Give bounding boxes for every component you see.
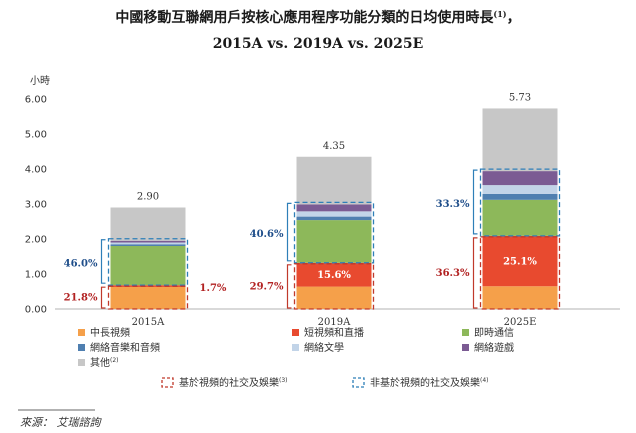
bar-segment — [296, 156, 372, 205]
y-tick-label: 2.00 — [25, 235, 47, 246]
legend-label-text: 即時通信 — [474, 327, 514, 339]
y-tick-label: 0.00 — [25, 305, 47, 316]
legend-label-text: 網絡文學 — [304, 341, 344, 354]
short-video-share-label: 1.7% — [200, 283, 227, 294]
y-axis-label: 小時 — [30, 75, 50, 87]
title-comma: ， — [507, 10, 521, 26]
legend-label-text: 中長視頻 — [90, 326, 130, 339]
legend-group-label-text: 非基於視頻的社交及娛樂 — [370, 376, 480, 389]
y-tick-label: 5.00 — [25, 130, 47, 141]
bar-segment — [296, 262, 372, 287]
legend-label: 短視頻和直播 — [304, 326, 364, 339]
legend-swatch — [292, 344, 299, 351]
legend-swatch — [292, 329, 299, 336]
bar-segment — [482, 185, 558, 194]
bar-segment — [482, 235, 558, 287]
video-group-box — [479, 236, 561, 310]
x-tick-label: 2025E — [504, 317, 537, 328]
short-video-share-label: 15.6% — [317, 270, 351, 281]
legend-swatch — [78, 359, 85, 366]
bar-segment — [110, 207, 186, 241]
y-tick-label: 4.00 — [25, 165, 47, 176]
legend-group-label: 基於視頻的社交及娛樂(3) — [179, 376, 288, 389]
non-video-share-label: 33.3% — [436, 199, 470, 210]
video-group-box — [293, 263, 375, 310]
legend-label-text: 短視頻和直播 — [304, 326, 364, 339]
non-video-share-label: 46.0% — [64, 258, 98, 269]
legend-swatch — [462, 329, 469, 336]
non-video-share-label: 40.6% — [250, 229, 284, 240]
video-share-label: 21.8% — [64, 293, 98, 304]
title-line2: 2015A vs. 2019A vs. 2025E — [213, 36, 424, 52]
legend-label-text: 網絡音樂和音頻 — [90, 341, 160, 354]
legend-label-text: 其他 — [90, 356, 110, 369]
source-note: 來源： 艾瑞諮詢 — [20, 416, 102, 429]
legend-label: 其他(2) — [90, 356, 119, 369]
bar-segment — [482, 171, 558, 186]
legend-label-sup: (2) — [110, 357, 119, 364]
video-brace — [286, 264, 292, 309]
title-line1: 中國移動互聯網用戶按核心應用程序功能分類的日均使用時長 — [115, 9, 494, 26]
legend-label-text: 網絡遊戲 — [474, 341, 514, 354]
y-tick-label: 1.00 — [25, 270, 47, 281]
non-video-brace — [472, 169, 478, 235]
non-video-brace — [286, 202, 292, 262]
y-tick-label: 3.00 — [25, 200, 47, 211]
bar-segment — [110, 242, 186, 245]
non-video-group-box — [479, 168, 561, 237]
legend-label: 網絡文學 — [304, 341, 344, 354]
legend-label: 網絡遊戲 — [474, 341, 514, 354]
bar-segment — [296, 286, 372, 309]
legend-group-swatch — [352, 377, 365, 388]
bar-segment — [110, 286, 186, 309]
non-video-brace — [100, 239, 106, 284]
svg-text:中國移動互聯網用戶按核心應用程序功能分類的日均使用時長(1): 中國移動互聯網用戶按核心應用程序功能分類的日均使用時長(1)， — [115, 9, 520, 26]
bar-segment — [296, 204, 372, 212]
legend-label: 即時通信 — [474, 327, 514, 339]
bars: 2.90 2015A 46.0% 21.8% 1.7% 4.35 2019A 40.6% 29.… — [64, 92, 561, 328]
x-tick-label: 2015A — [132, 317, 165, 328]
x-tick-label: 2019A — [318, 317, 351, 328]
bar-segment — [482, 199, 558, 236]
legend-swatch — [78, 344, 85, 351]
legend-group-label: 非基於視頻的社交及娛樂(4) — [370, 376, 489, 389]
y-tick-label: 6.00 — [25, 95, 47, 106]
bar-segment — [482, 286, 558, 309]
bar-segment — [482, 108, 558, 172]
video-brace — [100, 286, 106, 309]
non-video-group-box — [293, 201, 375, 264]
bar-total-label: 2.90 — [137, 192, 159, 203]
video-brace — [472, 237, 478, 309]
non-video-group-box — [107, 238, 189, 286]
bar-segment — [110, 240, 186, 243]
bar-segment — [110, 246, 186, 286]
legend-group-label-sup: (3) — [279, 377, 288, 384]
chart-title: 中國移動互聯網用戶按核心應用程序功能分類的日均使用時長(1)， 2015A vs… — [115, 9, 520, 52]
bar-total-label: 5.73 — [509, 92, 531, 103]
legend-label: 網絡音樂和音頻 — [90, 341, 160, 354]
legend-swatch — [462, 344, 469, 351]
video-share-label: 36.3% — [436, 268, 470, 279]
video-group-box — [107, 285, 189, 310]
short-video-share-label: 25.1% — [503, 257, 537, 268]
legend-swatch — [78, 329, 85, 336]
bar-segment — [296, 220, 372, 263]
bar-segment — [296, 216, 372, 221]
bar-total-label: 4.35 — [323, 141, 345, 152]
bar-segment — [482, 193, 558, 200]
bar-segment — [296, 211, 372, 217]
legend-label: 中長視頻 — [90, 326, 130, 339]
video-share-label: 29.7% — [250, 281, 284, 292]
legend-group-swatch — [161, 377, 174, 388]
legend-group-label-sup: (4) — [480, 377, 489, 384]
legend-group-label-text: 基於視頻的社交及娛樂 — [179, 376, 279, 389]
bar-segment — [110, 244, 186, 246]
title-sup: (1) — [493, 9, 506, 19]
bar-segment — [110, 285, 186, 287]
